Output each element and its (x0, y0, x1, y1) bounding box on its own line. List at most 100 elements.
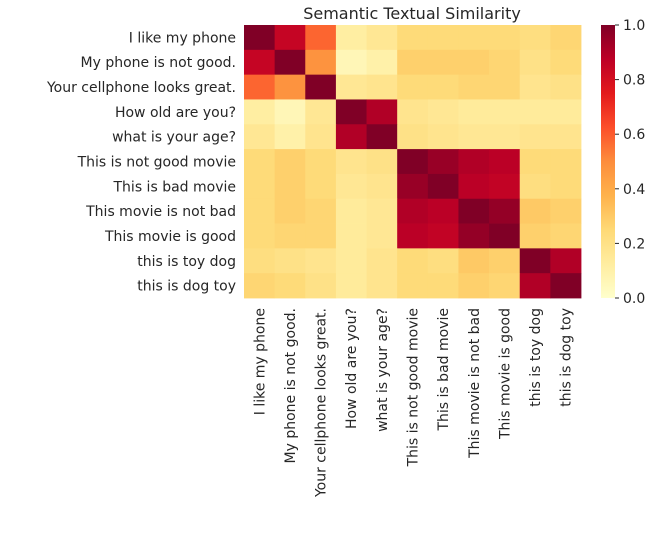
heatmap-cell (397, 273, 429, 299)
row-tick-label: This is not good movie (77, 155, 236, 171)
heatmap-cell (305, 49, 337, 76)
heatmap-cell (305, 99, 337, 125)
heatmap-cell (427, 49, 459, 76)
heatmap-cell (489, 74, 521, 100)
heatmap-cell (427, 99, 459, 125)
heatmap-cell (244, 99, 276, 125)
column-tick-label: This movie is good (497, 308, 513, 440)
heatmap-cell (305, 149, 337, 175)
heatmap-cell (458, 173, 490, 200)
heatmap-cell (244, 74, 276, 100)
heatmap-cell (305, 173, 337, 200)
heatmap-cell (519, 124, 551, 150)
heatmap-cell (244, 273, 276, 299)
heatmap-cell (274, 99, 306, 125)
row-tick-label: This movie is good (104, 229, 236, 245)
heatmap-cell (458, 273, 490, 299)
heatmap-cell (458, 124, 490, 150)
heatmap-cell (550, 248, 582, 274)
heatmap-cell (244, 173, 276, 200)
heatmap-cell (397, 124, 429, 150)
row-tick-label: this is dog toy (137, 279, 236, 295)
heatmap-cell (366, 248, 398, 274)
heatmap-cell (274, 248, 306, 274)
heatmap-cell (489, 173, 521, 200)
heatmap-cell (335, 49, 367, 76)
heatmap-cell (427, 273, 459, 299)
heatmap-cell (489, 124, 521, 150)
heatmap-cell (550, 124, 582, 150)
heatmap-cell (519, 74, 551, 100)
heatmap-cell (335, 273, 367, 299)
heatmap-cell (519, 223, 551, 249)
row-tick-label: Your cellphone looks great. (46, 80, 236, 96)
column-tick-label: This is not good movie (406, 308, 422, 467)
heatmap-cell (335, 248, 367, 274)
heatmap-cell (366, 74, 398, 100)
row-tick-label: I like my phone (129, 30, 236, 46)
heatmap-cell (458, 149, 490, 175)
column-tick-label: I like my phone (252, 308, 268, 415)
heatmap-cell (519, 49, 551, 76)
heatmap-cell (305, 223, 337, 249)
heatmap-cell (366, 25, 398, 51)
colorbar-tick-label: 0.8 (623, 73, 645, 89)
heatmap-cell (335, 149, 367, 175)
heatmap-cell (550, 99, 582, 125)
heatmap-cell (335, 173, 367, 200)
chart-title: Semantic Textual Similarity (303, 4, 521, 23)
heatmap-cell (305, 25, 337, 51)
heatmap-cell (550, 223, 582, 249)
column-tick-label: what is your age? (375, 308, 391, 432)
column-tick-label: this is toy dog (528, 308, 544, 407)
heatmap-cell (397, 49, 429, 76)
heatmap-cell (335, 74, 367, 100)
heatmap-cell (397, 149, 429, 175)
heatmap-cell (519, 99, 551, 125)
heatmap-cell (335, 25, 367, 51)
heatmap-cell (519, 149, 551, 175)
colorbar-tick-label: 0.6 (623, 127, 645, 143)
heatmap-cell (274, 124, 306, 150)
heatmap-cell (397, 248, 429, 274)
heatmap-cell (397, 223, 429, 249)
heatmap-cell (366, 173, 398, 200)
colorbar-tick-label: 1.0 (623, 18, 645, 34)
heatmap-cell (550, 198, 582, 224)
column-tick-label: this is dog toy (559, 308, 575, 407)
heatmap-cell (274, 223, 306, 249)
column-tick-label: This movie is not bad (467, 308, 483, 459)
heatmap-cell (550, 149, 582, 175)
row-tick-label: This is bad movie (113, 179, 237, 195)
heatmap-cell (489, 49, 521, 76)
colorbar-tick-label: 0.4 (623, 182, 645, 198)
heatmap-cell (458, 99, 490, 125)
colorbar-tick-label: 0.0 (623, 291, 645, 307)
heatmap-cell (305, 273, 337, 299)
heatmap-cells (244, 25, 582, 299)
heatmap-cell (366, 198, 398, 224)
heatmap-cell (427, 74, 459, 100)
heatmap-cell (366, 273, 398, 299)
heatmap-cell (550, 74, 582, 100)
heatmap-cell (458, 49, 490, 76)
row-tick-label: How old are you? (115, 105, 236, 121)
heatmap-cell (550, 25, 582, 51)
heatmap-cell (427, 223, 459, 249)
heatmap-cell (458, 74, 490, 100)
column-tick-label: Your cellphone looks great. (314, 308, 330, 498)
heatmap-cell (489, 99, 521, 125)
heatmap-cell (274, 198, 306, 224)
heatmap-cell (366, 223, 398, 249)
heatmap-cell (335, 223, 367, 249)
heatmap-cell (274, 273, 306, 299)
heatmap-cell (305, 198, 337, 224)
heatmap-cell (427, 149, 459, 175)
column-tick-labels: I like my phone My phone is not good. Your… (252, 308, 574, 498)
heatmap-cell (244, 198, 276, 224)
colorbar-tick-label: 0.2 (623, 236, 645, 252)
heatmap-cell (550, 273, 582, 299)
heatmap-cell (489, 223, 521, 249)
